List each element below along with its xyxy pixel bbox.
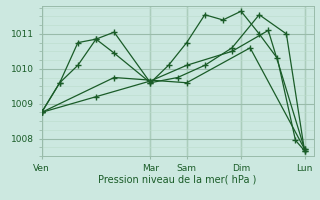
X-axis label: Pression niveau de la mer( hPa ): Pression niveau de la mer( hPa ) xyxy=(99,174,257,184)
